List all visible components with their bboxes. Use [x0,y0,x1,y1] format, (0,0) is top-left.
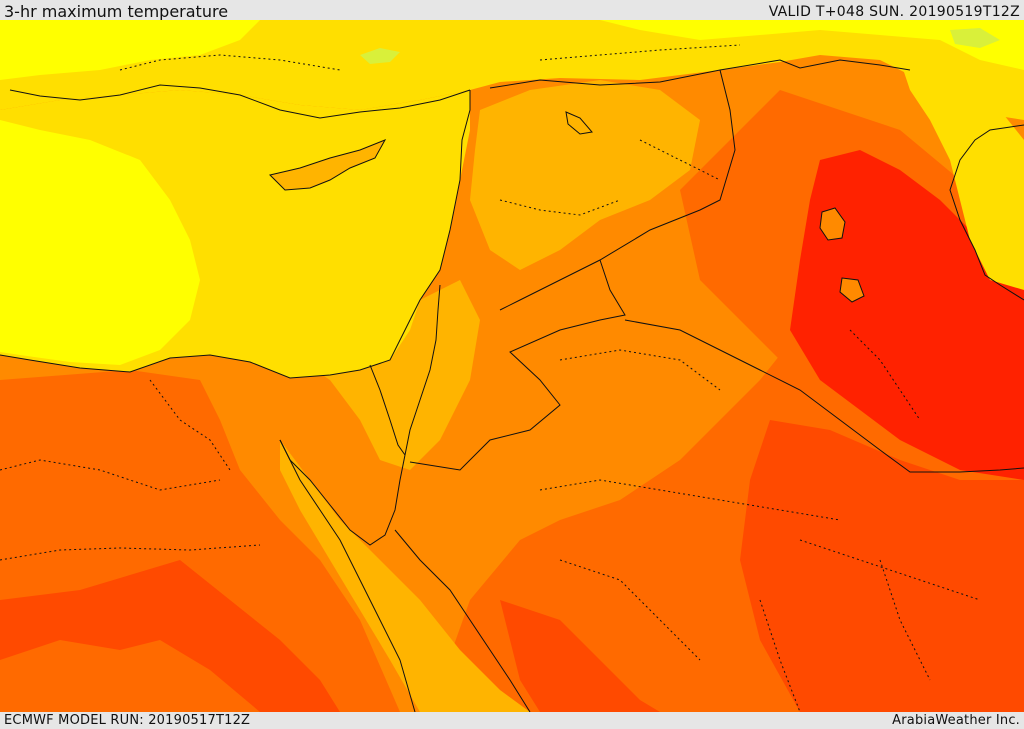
mediterranean-yellow-west [0,120,200,365]
iraq-red-zone [790,150,1024,480]
syria-iraq-border [499,69,736,311]
saudi-west-red-band [500,600,660,712]
assad-lake [565,111,593,135]
red-sea-coastline-east [394,529,531,712]
jordan-iraq-saudi-border [409,259,626,471]
red-sea-coastline-west [279,439,416,712]
valid-time: VALID T+048 SUN. 20190519T12Z [768,4,1020,20]
persian-gulf-coast [949,124,1024,301]
iraq-lake-1 [819,207,846,241]
turkey-gold-zone [0,20,1024,120]
turkey-coastline [9,84,471,119]
egypt-israel-border [369,364,406,456]
temperature-field-svg [0,20,1024,712]
cyprus-island [269,139,387,191]
admin-boundaries [0,44,981,712]
credit-label: ArabiaWeather Inc. [892,713,1020,728]
jordan-river [404,284,441,456]
egypt-red-band [0,560,340,712]
header-bar: 3-hr maximum temperature VALID T+048 SUN… [0,0,1024,21]
temperature-map[interactable] [0,20,1024,712]
zagros-yellow-zone [900,60,1024,290]
mediterranean-coastline [0,90,471,379]
gulf-of-aqaba [279,439,406,546]
turkey-yellow-patches [0,20,1024,80]
footer-bar: ECMWF MODEL RUN: 20190517T12Z ArabiaWeat… [0,712,1024,729]
map-title: 3-hr maximum temperature [4,2,229,21]
model-run-label: ECMWF MODEL RUN: 20190517T12Z [4,713,251,728]
iraq-lake-2 [839,277,865,303]
turkey-syria-border [489,59,911,89]
iraq-saudi-border [624,319,1024,473]
red-sea-zone [280,440,530,712]
syria-light-orange-zone [470,80,700,270]
